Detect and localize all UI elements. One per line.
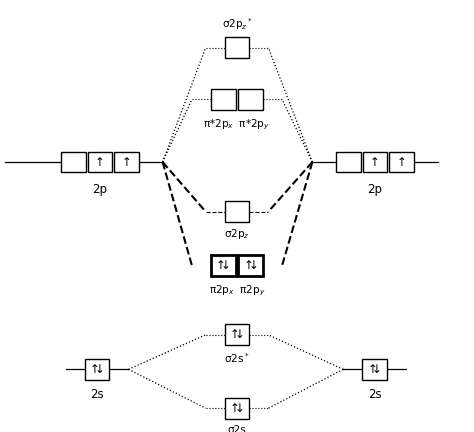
Text: 2p: 2p: [92, 183, 108, 196]
Bar: [211, 89, 236, 110]
Text: ↑: ↑: [367, 363, 377, 376]
Bar: [225, 398, 249, 419]
Text: σ2p$_z$$^*$: σ2p$_z$$^*$: [221, 16, 253, 32]
Bar: [389, 152, 414, 172]
Bar: [225, 324, 249, 345]
Bar: [238, 89, 263, 110]
Text: π2p$_x$  π2p$_y$: π2p$_x$ π2p$_y$: [209, 284, 265, 298]
Text: ↑: ↑: [244, 259, 253, 272]
Text: ↓: ↓: [95, 363, 104, 376]
Text: ↑: ↑: [397, 156, 406, 168]
Text: ↑: ↑: [230, 328, 239, 341]
Text: ↑: ↑: [90, 363, 100, 376]
Bar: [61, 152, 86, 172]
Text: σ2p$_z$: σ2p$_z$: [224, 227, 250, 241]
Text: ↓: ↓: [235, 402, 244, 415]
Text: ↓: ↓: [248, 259, 258, 272]
Bar: [363, 152, 387, 172]
Bar: [336, 152, 361, 172]
Bar: [225, 201, 249, 222]
Bar: [85, 359, 109, 380]
Text: ↑: ↑: [216, 259, 226, 272]
Text: ↑: ↑: [122, 156, 131, 168]
Text: 2p: 2p: [367, 183, 383, 196]
Text: π*2p$_x$  π*2p$_y$: π*2p$_x$ π*2p$_y$: [203, 118, 271, 132]
Text: σ2s$^*$: σ2s$^*$: [224, 352, 250, 365]
Text: ↓: ↓: [235, 328, 244, 341]
Text: σ2s: σ2s: [228, 425, 246, 432]
Bar: [238, 255, 263, 276]
Text: ↓: ↓: [221, 259, 230, 272]
Bar: [114, 152, 139, 172]
Text: ↑: ↑: [370, 156, 380, 168]
Text: 2s: 2s: [91, 388, 104, 401]
Text: ↑: ↑: [95, 156, 105, 168]
Bar: [362, 359, 387, 380]
Bar: [225, 37, 249, 58]
Bar: [88, 152, 112, 172]
Text: ↑: ↑: [230, 402, 239, 415]
Text: 2s: 2s: [368, 388, 381, 401]
Bar: [211, 255, 236, 276]
Text: ↓: ↓: [372, 363, 382, 376]
